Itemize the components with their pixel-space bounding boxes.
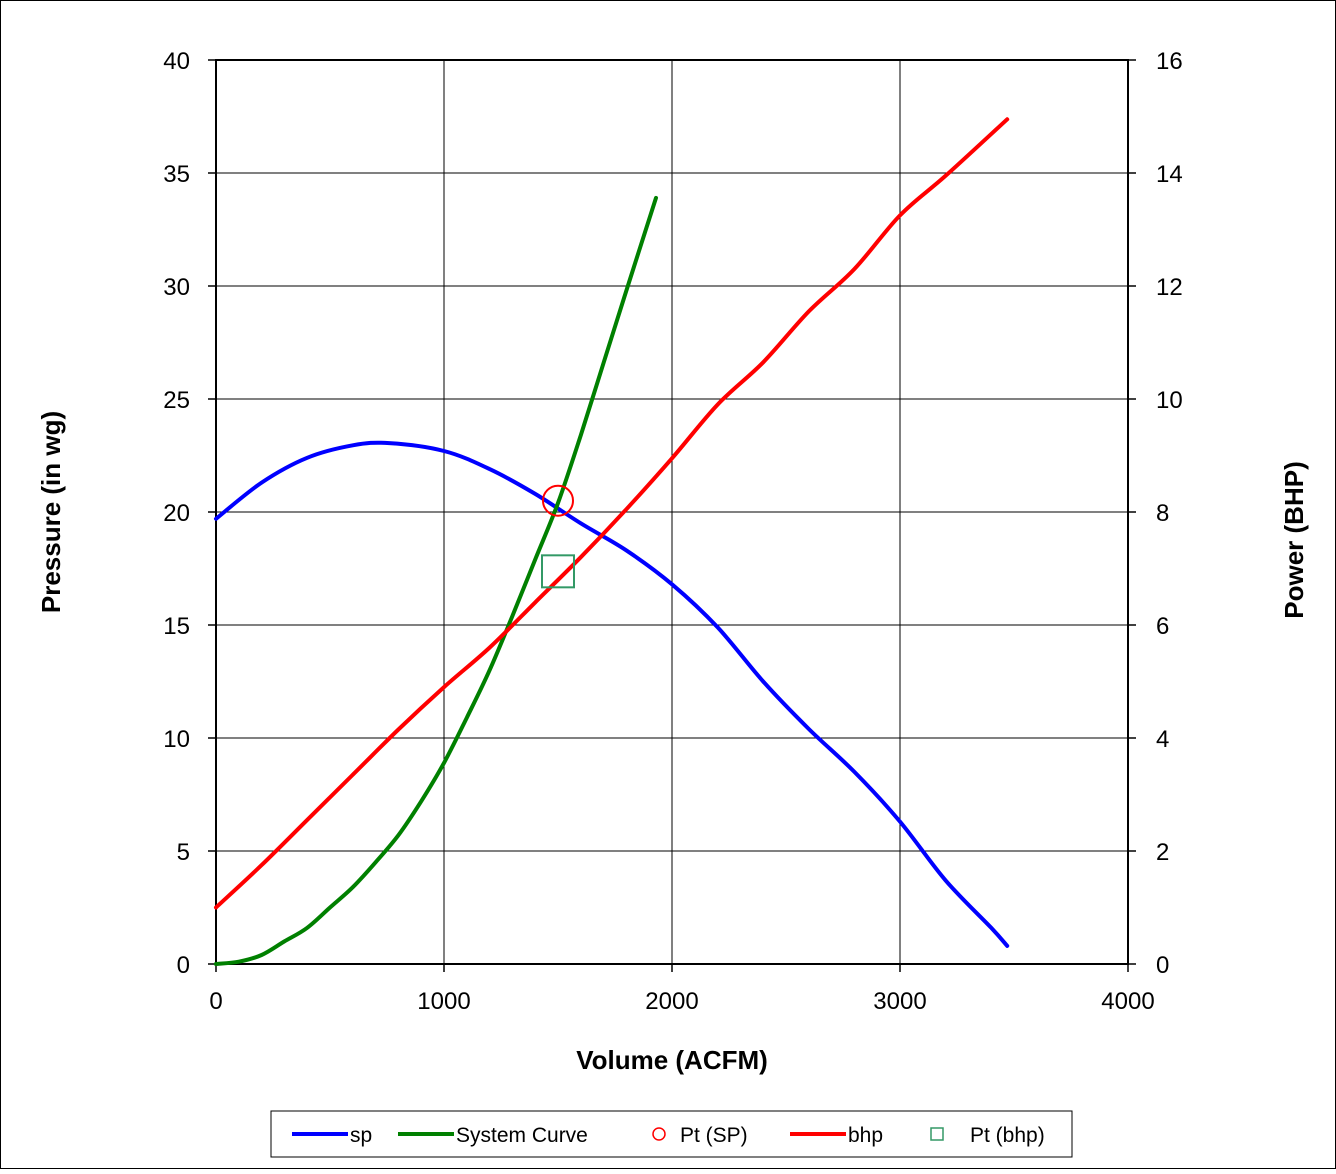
y2-axis-title: Power (BHP) bbox=[1279, 461, 1309, 618]
y-tick-label: 30 bbox=[163, 274, 190, 301]
legend-item-pt-bhp: Pt (bhp) bbox=[930, 1124, 1045, 1147]
legend-label: Pt (bhp) bbox=[970, 1124, 1045, 1147]
series-layer bbox=[214, 117, 1010, 966]
point-marker-pt-sp bbox=[542, 484, 574, 517]
y2-tick-label: 4 bbox=[1156, 726, 1169, 753]
legend-label: System Curve bbox=[456, 1124, 588, 1147]
y2-tick-label: 8 bbox=[1156, 500, 1169, 527]
legend-item-bhp: bhp bbox=[790, 1124, 883, 1147]
legend-swatch-pt-bhp bbox=[930, 1127, 944, 1141]
x-tick-label: 0 bbox=[209, 988, 222, 1015]
series-line-sp bbox=[214, 440, 1010, 948]
y-tick-label: 5 bbox=[177, 839, 190, 866]
y2-tick-label: 0 bbox=[1156, 952, 1169, 979]
grid-lines bbox=[216, 60, 1128, 964]
x-tick-label: 1000 bbox=[417, 988, 470, 1015]
series-line-bhp bbox=[214, 117, 1010, 910]
point-marker-pt-bhp bbox=[541, 554, 575, 589]
legend-item-pt-sp: Pt (SP) bbox=[652, 1124, 748, 1147]
legend: sp System Curve Pt (SP) bhp Pt (bhp) bbox=[270, 1110, 1073, 1158]
legend-item-sp: sp bbox=[292, 1124, 372, 1147]
x-tick-label: 2000 bbox=[645, 988, 698, 1015]
y2-tick-label: 2 bbox=[1156, 839, 1169, 866]
legend-item-system-curve: System Curve bbox=[398, 1124, 588, 1147]
x-axis-title: Volume (ACFM) bbox=[576, 1045, 768, 1075]
y2-tick-label: 14 bbox=[1156, 161, 1183, 188]
x-tick-label: 4000 bbox=[1101, 988, 1154, 1015]
y-tick-label: 40 bbox=[163, 48, 190, 75]
legend-label: sp bbox=[350, 1124, 372, 1147]
y2-tick-label: 6 bbox=[1156, 613, 1169, 640]
y-tick-label: 0 bbox=[177, 952, 190, 979]
legend-box bbox=[270, 1110, 1073, 1158]
y-axis-title: Pressure (in wg) bbox=[36, 411, 66, 613]
y-tick-label: 20 bbox=[163, 500, 190, 527]
y-tick-label: 15 bbox=[163, 613, 190, 640]
y-tick-label: 10 bbox=[163, 726, 190, 753]
legend-swatch-pt-sp bbox=[652, 1127, 666, 1141]
x-tick-label: 3000 bbox=[873, 988, 926, 1015]
legend-label: Pt (SP) bbox=[680, 1124, 748, 1147]
y2-tick-label: 10 bbox=[1156, 387, 1183, 414]
y-tick-label: 35 bbox=[163, 161, 190, 188]
legend-label: bhp bbox=[848, 1124, 883, 1147]
y2-tick-label: 16 bbox=[1156, 48, 1183, 75]
y2-tick-label: 12 bbox=[1156, 274, 1183, 301]
series-line-system-curve bbox=[214, 195, 658, 966]
y-tick-label: 25 bbox=[163, 387, 190, 414]
axis-ticks: 0 1000 2000 3000 400005101520253035400246810… bbox=[163, 48, 1182, 1015]
